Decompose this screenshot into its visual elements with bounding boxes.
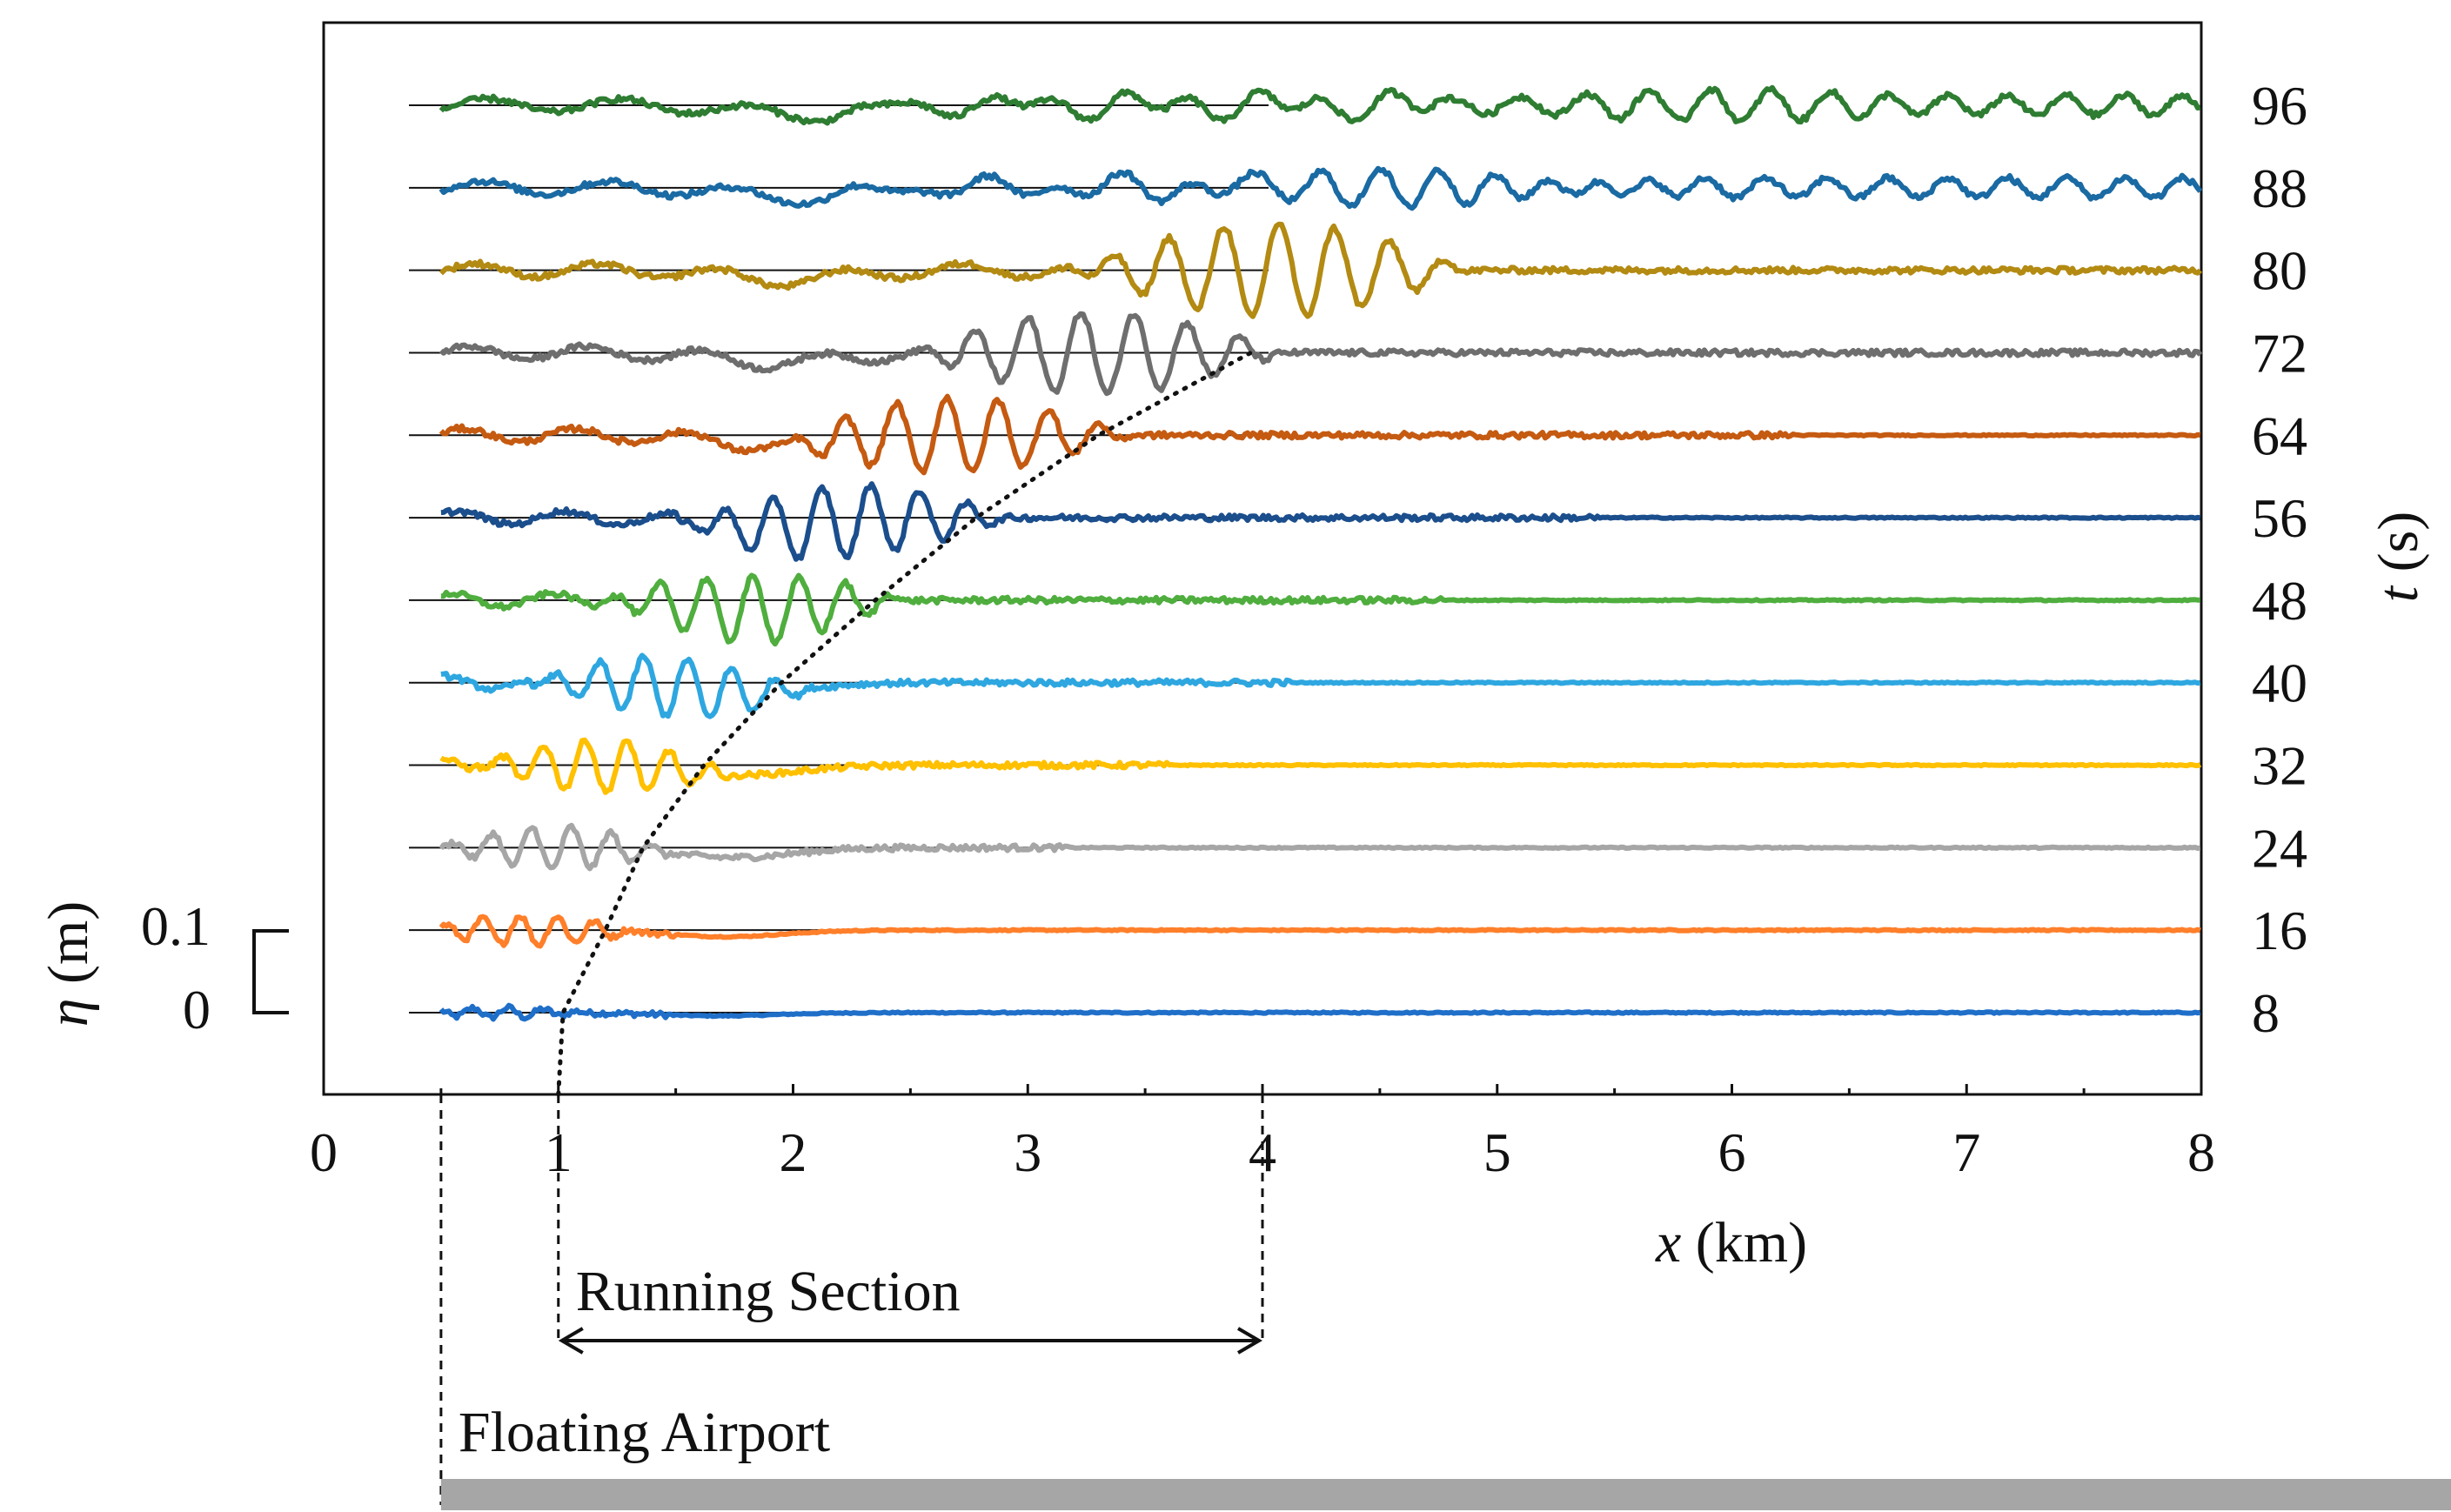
eta-scale-top-label: 0.1 xyxy=(141,895,211,957)
t-tick-label: 48 xyxy=(2252,570,2307,632)
floating-airport-bar xyxy=(440,1479,2451,1510)
x-axis-var: x xyxy=(1655,1211,1681,1274)
t-tick-label: 72 xyxy=(2252,322,2307,384)
eta-axis-title: η (m) xyxy=(37,901,100,1027)
x-tick-label: 7 xyxy=(1952,1121,1980,1183)
series-line-t80 xyxy=(439,221,2203,319)
front-curve xyxy=(556,351,1253,1097)
series-line-t40 xyxy=(440,652,2201,719)
x-tick-label: 3 xyxy=(1014,1121,1041,1183)
series-group xyxy=(439,84,2203,1022)
t-tick-label: 64 xyxy=(2252,405,2307,466)
t-tick-label: 16 xyxy=(2252,900,2307,961)
running-section-arrowhead-left xyxy=(558,1327,584,1355)
eta-axis-unit: (m) xyxy=(37,901,100,999)
t-tick-label: 40 xyxy=(2252,652,2307,714)
eta-axis-var: η xyxy=(37,999,100,1027)
series-line-t56 xyxy=(440,481,2201,562)
floating-airport-label: Floating Airport xyxy=(459,1401,830,1464)
t-tick-label: 96 xyxy=(2252,75,2307,137)
x-tick-label: 6 xyxy=(1718,1121,1746,1183)
t-tick-label: 56 xyxy=(2252,487,2307,549)
series-line-t88 xyxy=(439,165,2203,211)
t-tick-label: 88 xyxy=(2252,157,2307,219)
baselines xyxy=(409,104,1269,1014)
series-line-t48 xyxy=(440,572,2200,647)
t-tick-label: 32 xyxy=(2252,735,2307,797)
y-axis-var: t xyxy=(2367,585,2430,602)
y-axis-unit: (s) xyxy=(2367,512,2430,586)
running-section-arrowhead-right xyxy=(1236,1327,1262,1355)
eta-scale-bottom-label: 0 xyxy=(183,979,211,1040)
series-line-t24 xyxy=(439,822,2200,872)
series-line-t8 xyxy=(439,1002,2201,1022)
x-axis-unit: (km) xyxy=(1681,1211,1807,1274)
x-tick-label: 0 xyxy=(310,1121,338,1183)
t-tick-label: 8 xyxy=(2252,982,2280,1044)
series-line-t64 xyxy=(439,393,2201,476)
t-tick-labels: 8 16 24 32 40 48 56 64 72 80 88 96 xyxy=(2252,75,2307,1044)
x-tick-label: 8 xyxy=(2187,1121,2215,1183)
series-line-t96 xyxy=(439,84,2201,126)
eta-scale-bar xyxy=(252,929,289,1014)
x-axis-title: x (km) xyxy=(1655,1211,1807,1274)
x-tick-label: 5 xyxy=(1483,1121,1511,1183)
x-tick-label: 2 xyxy=(780,1121,807,1183)
series-line-t72 xyxy=(439,311,2203,397)
t-tick-label: 80 xyxy=(2252,240,2307,302)
running-section-label: Running Section xyxy=(576,1260,961,1323)
series-line-t32 xyxy=(439,737,2202,795)
y-axis-title: t (s) xyxy=(2367,512,2430,603)
series-line-t16 xyxy=(439,913,2201,949)
t-tick-label: 24 xyxy=(2252,817,2307,879)
